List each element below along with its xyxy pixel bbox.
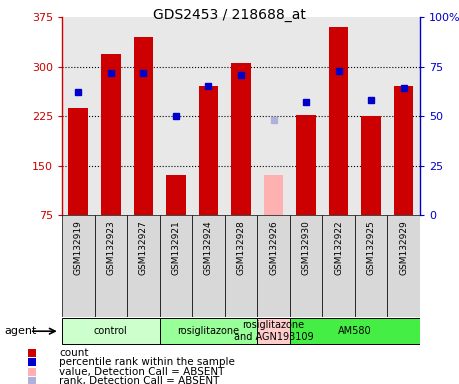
Bar — [355, 215, 387, 317]
Bar — [62, 215, 95, 317]
Text: GSM132929: GSM132929 — [399, 220, 408, 275]
Bar — [134, 37, 153, 215]
Text: GSM132925: GSM132925 — [367, 220, 375, 275]
Text: count: count — [59, 348, 89, 358]
Text: GSM132930: GSM132930 — [302, 220, 311, 275]
Bar — [290, 215, 322, 317]
Bar — [387, 215, 420, 317]
Text: rosiglitazone
and AGN193109: rosiglitazone and AGN193109 — [234, 320, 313, 342]
Bar — [394, 86, 414, 215]
Bar — [361, 116, 381, 215]
Bar — [264, 175, 283, 215]
Text: agent: agent — [5, 326, 37, 336]
Bar — [166, 175, 185, 215]
Bar — [62, 318, 160, 344]
Bar — [160, 318, 257, 344]
Text: GSM132926: GSM132926 — [269, 220, 278, 275]
Bar — [290, 318, 420, 344]
Text: GSM132927: GSM132927 — [139, 220, 148, 275]
Text: GSM132922: GSM132922 — [334, 220, 343, 275]
Bar — [68, 108, 88, 215]
Bar — [199, 86, 218, 215]
Bar — [160, 215, 192, 317]
Bar — [329, 27, 348, 215]
Text: control: control — [94, 326, 128, 336]
Text: GSM132923: GSM132923 — [106, 220, 115, 275]
Bar — [101, 53, 121, 215]
Text: GSM132924: GSM132924 — [204, 220, 213, 275]
Bar — [231, 63, 251, 215]
Bar — [95, 215, 127, 317]
Bar — [257, 215, 290, 317]
Text: AM580: AM580 — [338, 326, 372, 336]
Text: GSM132921: GSM132921 — [171, 220, 180, 275]
Text: GSM132928: GSM132928 — [236, 220, 246, 275]
Text: percentile rank within the sample: percentile rank within the sample — [59, 357, 235, 367]
Text: value, Detection Call = ABSENT: value, Detection Call = ABSENT — [59, 367, 224, 377]
Text: GDS2453 / 218688_at: GDS2453 / 218688_at — [153, 8, 306, 22]
Bar — [322, 215, 355, 317]
Bar — [127, 215, 160, 317]
Bar — [257, 318, 290, 344]
Bar — [297, 115, 316, 215]
Text: rosiglitazone: rosiglitazone — [177, 326, 240, 336]
Bar — [225, 215, 257, 317]
Bar — [192, 215, 225, 317]
Text: GSM132919: GSM132919 — [74, 220, 83, 275]
Text: rank, Detection Call = ABSENT: rank, Detection Call = ABSENT — [59, 376, 219, 384]
